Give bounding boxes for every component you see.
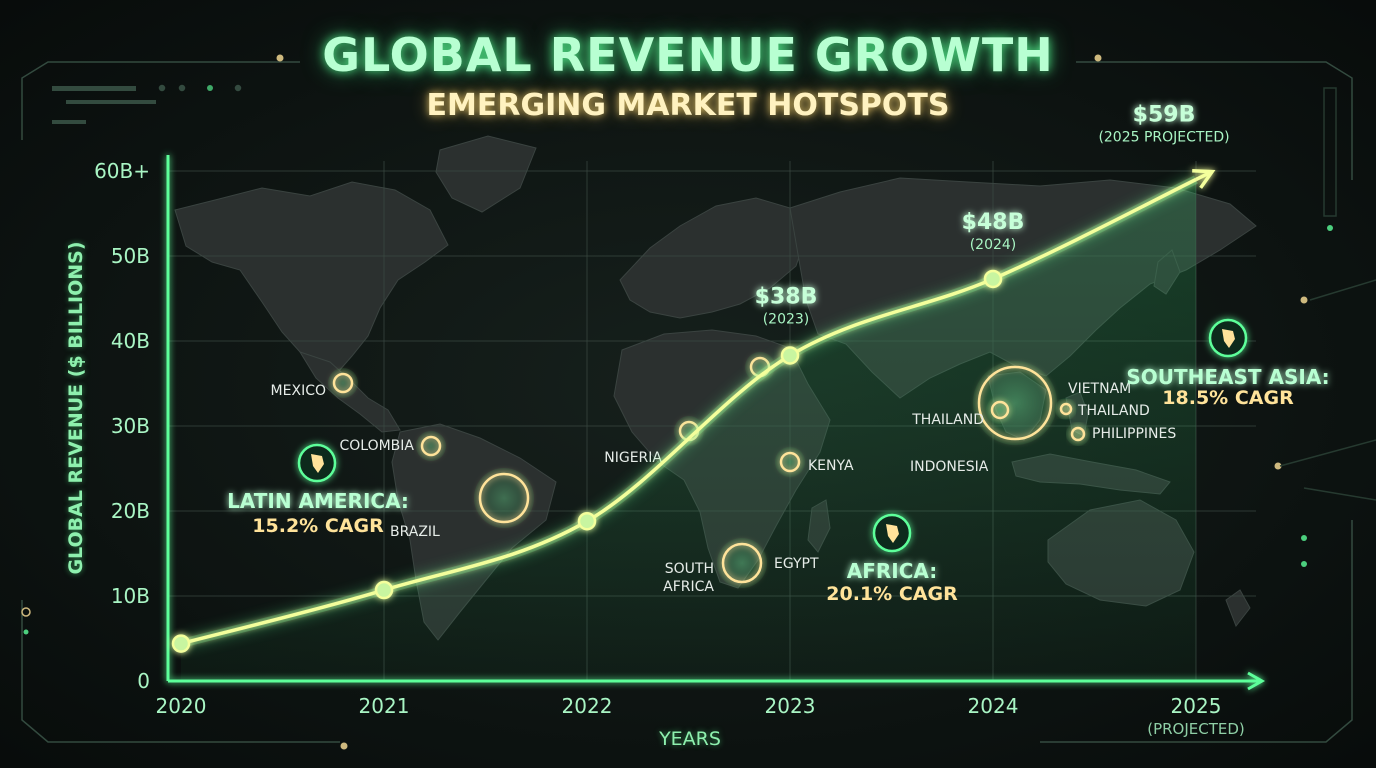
hotspot-halo: [973, 361, 1057, 445]
hotspot-halo: [775, 447, 805, 477]
x-tick-labels: 2020 2021 2022 2023 2024 2025 (PROJECTED): [156, 694, 1245, 738]
hotspot-label: AFRICA: [663, 579, 714, 595]
annotation-note: (2024): [970, 237, 1017, 253]
new-zealand-shape: [1225, 589, 1251, 628]
x-axis-arrowhead: [1247, 671, 1266, 691]
hotspot-label: INDONESIA: [910, 459, 989, 475]
y-tick-label: 30B: [111, 414, 150, 438]
y-tick-labels: 0 10B 20B 30B 40B 50B 60B+: [94, 159, 150, 693]
europe-shape: [619, 197, 807, 319]
hotspot-label: EGYPT: [774, 556, 819, 572]
hotspot-halo: [986, 396, 1014, 424]
hotspot-label: NIGERIA: [604, 450, 662, 466]
growth-series: [171, 168, 1216, 653]
hotspot-halo: [328, 368, 358, 398]
region-name: SOUTHEAST ASIA:: [1126, 365, 1329, 389]
annotation-value: $59B: [1133, 103, 1196, 128]
data-point-2021: [374, 580, 394, 600]
y-axis-label: GLOBAL REVENUE ($ BILLIONS): [65, 241, 87, 575]
hotspot-halo: [674, 416, 704, 446]
hud-frame: [21, 54, 1376, 750]
y-tick-label: 0: [137, 669, 150, 693]
africa-icon-glyph: [886, 524, 899, 543]
data-point-2023: [780, 346, 800, 365]
data-point-2024: [983, 269, 1003, 289]
x-tick-label: 2025: [1171, 694, 1222, 718]
x-tick-label: 2023: [765, 694, 816, 718]
y-tick-label: 60B+: [94, 159, 150, 183]
x-tick-sublabel: (PROJECTED): [1147, 720, 1245, 738]
annotation-note: (2025 PROJECTED): [1098, 130, 1229, 146]
hotspot-ring: [721, 542, 763, 584]
y-tick-label: 10B: [111, 584, 150, 608]
chart-subtitle: EMERGING MARKET HOTSPOTS: [426, 88, 950, 123]
value-annotations: $38B (2023) $48B (2024) $59B (2025 PROJECTED): [755, 103, 1230, 328]
hotspot-ring: [478, 472, 530, 524]
hotspot-ring: [1070, 426, 1086, 442]
x-tick-label: 2021: [359, 694, 410, 718]
region-callouts: LATIN AMERICA:15.2% CAGR AFRICA:20.1% CAG…: [227, 318, 1330, 605]
y-tick-label: 20B: [111, 499, 150, 523]
region-name: LATIN AMERICA:: [227, 489, 409, 513]
x-tick-label: 2024: [968, 694, 1019, 718]
hotspot-halo: [416, 431, 446, 461]
growth-line: [180, 177, 1197, 646]
hotspot-halo: [1055, 398, 1077, 420]
hotspot-label: MEXICO: [271, 383, 326, 399]
x-axis-label: YEARS: [659, 728, 721, 750]
data-point-2020: [171, 634, 191, 653]
region-cagr: 20.1% CAGR: [826, 583, 958, 605]
hotspot-halo: [474, 468, 534, 528]
hotspot-label: SOUTH: [665, 561, 714, 577]
region-name: AFRICA:: [847, 559, 938, 583]
annotation-value: $48B: [962, 210, 1025, 235]
region-cagr: 15.2% CAGR: [252, 515, 384, 537]
hotspot-ring: [420, 435, 442, 457]
y-tick-label: 40B: [111, 329, 150, 353]
growth-line-arrowhead: [1192, 168, 1216, 189]
hotspot-label: THAILAND: [1077, 403, 1150, 419]
data-point-2022: [577, 511, 597, 531]
hotspot-ring: [977, 365, 1053, 441]
annotation-value: $38B: [755, 284, 818, 309]
hotspot-ring: [779, 451, 801, 473]
greenland-shape: [435, 135, 537, 213]
hotspot-ring: [332, 372, 354, 394]
region-cagr: 18.5% CAGR: [1162, 387, 1294, 409]
x-tick-label: 2020: [156, 694, 207, 718]
hotspot-ring: [1059, 402, 1073, 416]
south-america-icon-glyph: [311, 454, 324, 473]
southeast-asia-icon-glyph: [1222, 329, 1235, 348]
hotspot-layer: MEXICO COLOMBIA BRAZIL NIGERIA KENYA EGYPT SOU…: [271, 352, 1176, 595]
growth-area: [181, 179, 1196, 681]
hotspot-label: THAILAND: [911, 412, 984, 428]
hotspot-label: BRAZIL: [390, 524, 440, 540]
y-tick-label: 50B: [111, 244, 150, 268]
hotspot-label: KENYA: [808, 458, 854, 474]
hotspot-halo: [717, 538, 767, 588]
chart-title: GLOBAL REVENUE GROWTH: [322, 28, 1054, 82]
annotation-note: (2023): [763, 311, 810, 327]
hotspot-label: PHILIPPINES: [1092, 426, 1176, 442]
hotspot-ring: [990, 400, 1010, 420]
axes: [166, 155, 1266, 691]
x-tick-label: 2022: [562, 694, 613, 718]
hotspot-halo: [1066, 422, 1090, 446]
hotspot-label: VIETNAM: [1068, 381, 1131, 397]
north-america-shape: [174, 181, 449, 373]
hotspot-label: COLOMBIA: [339, 438, 414, 454]
